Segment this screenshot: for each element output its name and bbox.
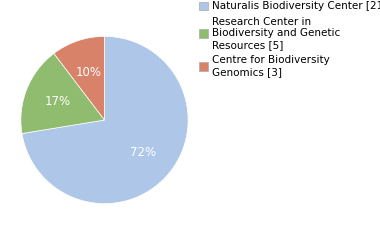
Wedge shape xyxy=(54,36,104,120)
Wedge shape xyxy=(21,54,104,133)
Legend: Naturalis Biodiversity Center [21], Research Center in
Biodiversity and Genetic
: Naturalis Biodiversity Center [21], Rese… xyxy=(198,0,380,78)
Text: 17%: 17% xyxy=(45,95,71,108)
Wedge shape xyxy=(22,36,188,204)
Text: 72%: 72% xyxy=(130,146,156,159)
Text: 10%: 10% xyxy=(76,66,101,79)
